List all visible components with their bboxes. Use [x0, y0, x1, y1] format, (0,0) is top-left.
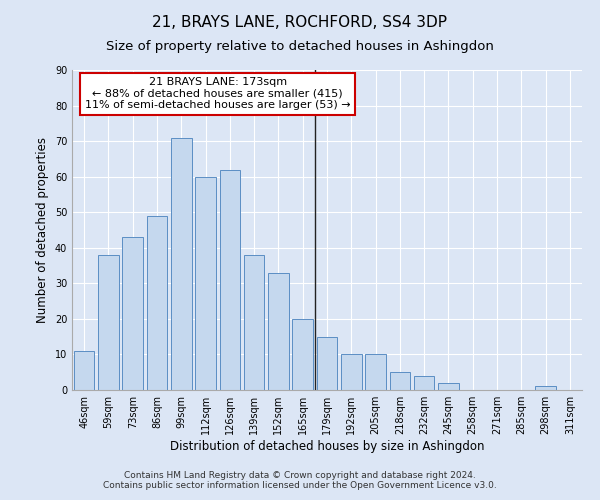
X-axis label: Distribution of detached houses by size in Ashingdon: Distribution of detached houses by size …	[170, 440, 484, 453]
Bar	[341, 354, 362, 390]
Bar	[292, 319, 313, 390]
Bar	[535, 386, 556, 390]
Bar	[317, 336, 337, 390]
Bar	[244, 255, 265, 390]
Bar	[365, 354, 386, 390]
Bar	[220, 170, 240, 390]
Bar	[389, 372, 410, 390]
Text: Contains HM Land Registry data © Crown copyright and database right 2024.
Contai: Contains HM Land Registry data © Crown c…	[103, 470, 497, 490]
Bar	[438, 383, 459, 390]
Y-axis label: Number of detached properties: Number of detached properties	[36, 137, 49, 323]
Bar	[195, 176, 216, 390]
Text: 21 BRAYS LANE: 173sqm
← 88% of detached houses are smaller (415)
11% of semi-det: 21 BRAYS LANE: 173sqm ← 88% of detached …	[85, 77, 350, 110]
Bar	[171, 138, 191, 390]
Bar	[74, 351, 94, 390]
Bar	[146, 216, 167, 390]
Text: 21, BRAYS LANE, ROCHFORD, SS4 3DP: 21, BRAYS LANE, ROCHFORD, SS4 3DP	[152, 15, 448, 30]
Bar	[122, 237, 143, 390]
Bar	[414, 376, 434, 390]
Bar	[268, 272, 289, 390]
Text: Size of property relative to detached houses in Ashingdon: Size of property relative to detached ho…	[106, 40, 494, 53]
Bar	[98, 255, 119, 390]
